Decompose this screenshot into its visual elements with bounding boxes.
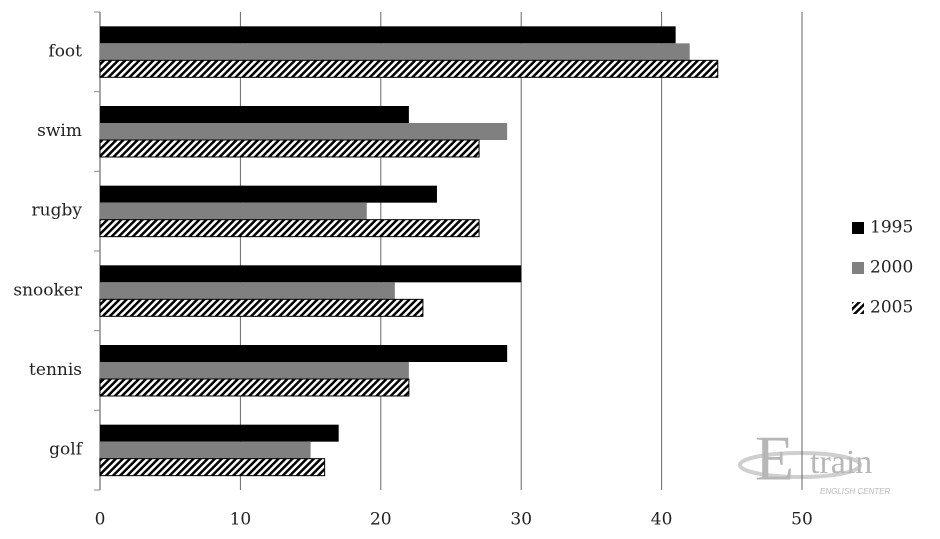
bar (100, 362, 409, 379)
watermark-text: train (810, 444, 872, 481)
bar (100, 282, 395, 300)
y-tick-label: snooker (13, 280, 83, 300)
bar (99, 378, 410, 397)
x-tick-label: 40 (651, 510, 673, 530)
legend-swatch (852, 222, 864, 234)
bar (100, 424, 339, 442)
bar (100, 202, 367, 220)
y-tick-label: foot (48, 41, 82, 61)
y-tick-label: rugby (32, 201, 83, 221)
y-tick-label: golf (49, 440, 84, 460)
x-tick-label: 0 (95, 510, 106, 530)
x-tick-label: 20 (370, 510, 392, 530)
watermark-letter: E (755, 423, 794, 494)
bar (99, 59, 719, 78)
x-tick-label: 10 (230, 510, 252, 530)
bar (100, 185, 437, 203)
bar (100, 26, 676, 44)
bar (100, 441, 311, 459)
bar (99, 298, 424, 317)
legend-label: 1995 (870, 218, 913, 238)
legend-label: 2005 (870, 298, 913, 318)
bar (100, 106, 409, 123)
legend-swatch (852, 262, 864, 274)
watermark: E train ENGLISH CENTER (738, 423, 890, 496)
x-tick-label: 50 (791, 510, 813, 530)
bar (99, 219, 480, 238)
legend-swatch (852, 302, 864, 314)
legend-label: 2000 (870, 258, 913, 278)
y-tick-label: tennis (29, 360, 82, 380)
y-tick-label: swim (37, 121, 82, 141)
bar (100, 265, 522, 283)
watermark-subtitle: ENGLISH CENTER (820, 487, 890, 496)
bar (100, 345, 508, 362)
bar (100, 123, 508, 140)
watermark-swoosh (738, 451, 862, 479)
bar (99, 139, 480, 158)
x-tick-label: 30 (510, 510, 532, 530)
bar (99, 458, 326, 477)
bar (100, 43, 690, 61)
